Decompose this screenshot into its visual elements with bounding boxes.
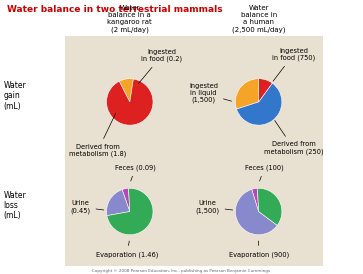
- Text: Ingested
in food (0.2): Ingested in food (0.2): [139, 49, 182, 84]
- Text: Water
balance in a
kangaroo rat
(2 mL/day): Water balance in a kangaroo rat (2 mL/da…: [107, 5, 152, 33]
- Wedge shape: [236, 79, 259, 109]
- Text: Copyright © 2008 Pearson Education, Inc., publishing as Pearson Benjamin Cumming: Copyright © 2008 Pearson Education, Inc.…: [93, 269, 270, 273]
- Text: Urine
(1,500): Urine (1,500): [195, 200, 233, 214]
- Text: Feces (100): Feces (100): [245, 164, 284, 181]
- Wedge shape: [107, 188, 153, 235]
- Text: Water
loss
(mL): Water loss (mL): [4, 191, 26, 220]
- Text: Evaporation (1.46): Evaporation (1.46): [96, 241, 158, 258]
- Text: Evaporation (900): Evaporation (900): [229, 241, 289, 258]
- Wedge shape: [237, 83, 282, 125]
- Text: Ingested
in liquid
(1,500): Ingested in liquid (1,500): [189, 83, 232, 104]
- Wedge shape: [257, 188, 282, 226]
- Wedge shape: [107, 79, 153, 125]
- Text: Feces (0.09): Feces (0.09): [115, 164, 156, 181]
- Text: Ingested
in food (750): Ingested in food (750): [272, 48, 315, 81]
- Wedge shape: [122, 188, 130, 212]
- Text: Water
balance in
a human
(2,500 mL/day): Water balance in a human (2,500 mL/day): [232, 5, 285, 33]
- Wedge shape: [252, 188, 259, 212]
- Wedge shape: [107, 190, 130, 216]
- Wedge shape: [258, 79, 272, 102]
- Text: Water
gain
(mL): Water gain (mL): [4, 81, 26, 111]
- Text: Water balance in two terrestrial mammals: Water balance in two terrestrial mammals: [7, 5, 223, 15]
- Text: Derived from
metabolism (250): Derived from metabolism (250): [264, 121, 323, 155]
- Wedge shape: [236, 189, 277, 235]
- Wedge shape: [119, 79, 134, 102]
- Text: Derived from
metabolism (1.8): Derived from metabolism (1.8): [69, 113, 127, 157]
- Text: Urine
(0.45): Urine (0.45): [70, 200, 104, 214]
